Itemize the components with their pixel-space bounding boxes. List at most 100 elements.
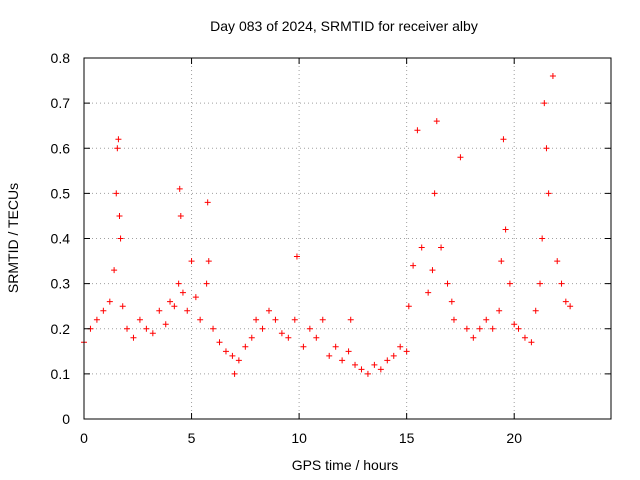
chart-title: Day 083 of 2024, SRMTID for receiver alb…	[210, 18, 478, 34]
data-point	[537, 280, 544, 287]
data-point	[176, 185, 183, 192]
data-point	[115, 136, 122, 143]
y-tick-label: 0.2	[51, 321, 71, 337]
data-point	[259, 325, 266, 332]
data-point	[326, 352, 333, 359]
data-point	[231, 370, 238, 377]
data-point	[204, 199, 211, 206]
data-point	[515, 325, 522, 332]
y-tick-label: 0.5	[51, 185, 71, 201]
data-point	[476, 325, 483, 332]
data-point	[272, 316, 279, 323]
data-point	[511, 321, 518, 328]
data-point	[167, 298, 174, 305]
data-point	[410, 262, 417, 269]
data-point	[253, 316, 260, 323]
y-tick-label: 0.7	[51, 95, 71, 111]
data-point	[496, 307, 503, 314]
data-point	[470, 334, 477, 341]
data-point	[235, 357, 242, 364]
data-point	[418, 244, 425, 251]
data-point	[117, 235, 124, 242]
data-point	[483, 316, 490, 323]
y-tick-label: 0.1	[51, 366, 71, 382]
plot-frame	[83, 57, 612, 420]
data-point	[377, 366, 384, 373]
data-point	[93, 316, 100, 323]
data-point	[405, 303, 412, 310]
data-point	[171, 303, 178, 310]
x-axis-label: GPS time / hours	[292, 457, 399, 473]
data-point	[558, 280, 565, 287]
data-point	[543, 145, 550, 152]
x-tick-label: 20	[506, 430, 522, 446]
data-point	[184, 307, 191, 314]
data-point	[506, 280, 513, 287]
data-point	[113, 190, 120, 197]
data-point	[414, 127, 421, 134]
data-point	[384, 357, 391, 364]
data-point	[549, 73, 556, 80]
data-point	[521, 334, 528, 341]
data-point	[347, 316, 354, 323]
data-point	[528, 339, 535, 346]
y-tick-label: 0.4	[51, 231, 71, 247]
data-point	[463, 325, 470, 332]
data-point	[502, 226, 509, 233]
data-point	[116, 212, 123, 219]
data-point	[444, 280, 451, 287]
data-point	[216, 339, 223, 346]
data-point	[371, 361, 378, 368]
data-point	[248, 334, 255, 341]
data-point	[106, 298, 113, 305]
data-point	[175, 280, 182, 287]
x-tick-label: 0	[80, 430, 88, 446]
axis-ticks: 0 0.1 0.2 0.3 0.4 0.5 0.6 0.7 0.8 0 5 10 15 20	[51, 50, 611, 446]
data-point	[352, 361, 359, 368]
data-point	[457, 154, 464, 161]
data-point	[500, 136, 507, 143]
x-tick-label: 15	[399, 430, 415, 446]
data-point	[541, 100, 548, 107]
data-point	[114, 145, 121, 152]
data-point	[319, 316, 326, 323]
data-point	[156, 307, 163, 314]
data-point	[119, 303, 126, 310]
data-point	[450, 316, 457, 323]
data-point	[197, 316, 204, 323]
data-point	[431, 190, 438, 197]
data-point	[438, 244, 445, 251]
x-tick-label: 10	[291, 430, 307, 446]
y-tick-label: 0.3	[51, 276, 71, 292]
data-point	[345, 348, 352, 355]
data-point	[545, 190, 552, 197]
data-point	[242, 343, 249, 350]
data-point	[425, 289, 432, 296]
data-point	[222, 348, 229, 355]
data-point	[397, 343, 404, 350]
data-point	[339, 357, 346, 364]
data-point	[293, 253, 300, 260]
data-point	[498, 258, 505, 265]
data-point	[143, 325, 150, 332]
y-axis-label: SRMTID / TECUs	[5, 183, 21, 293]
data-point	[358, 366, 365, 373]
grid-lines	[84, 58, 611, 419]
data-point	[285, 334, 292, 341]
data-point	[403, 348, 410, 355]
y-tick-label: 0.6	[51, 140, 71, 156]
data-point	[179, 289, 186, 296]
data-point	[130, 334, 137, 341]
data-point	[562, 298, 569, 305]
data-point	[433, 118, 440, 125]
data-point	[429, 267, 436, 274]
y-tick-label: 0	[62, 411, 70, 427]
data-point	[532, 307, 539, 314]
data-point	[136, 316, 143, 323]
data-point	[229, 352, 236, 359]
data-point	[192, 294, 199, 301]
data-point	[364, 370, 371, 377]
data-point	[205, 258, 212, 265]
data-point	[539, 235, 546, 242]
data-point	[567, 303, 574, 310]
